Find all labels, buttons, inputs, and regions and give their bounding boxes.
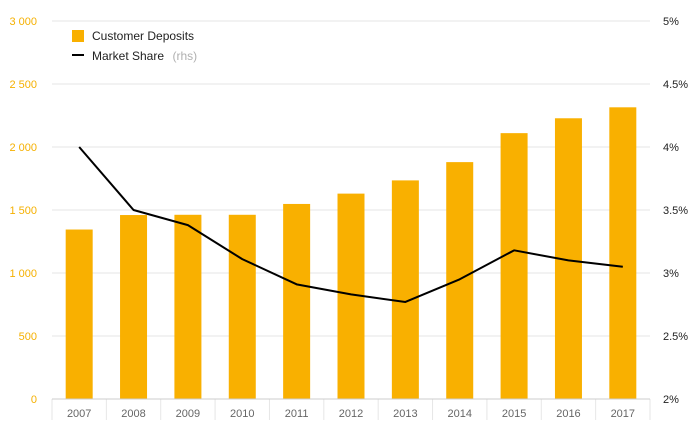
y-left-tick-label: 0 [31,394,37,406]
y-left-tick-label: 2 000 [9,142,37,154]
bar-customer-deposits [609,107,637,399]
x-tick-label: 2010 [230,408,254,420]
x-tick-label: 2008 [121,408,145,420]
bar-customer-deposits [65,229,93,399]
bar-customer-deposits [446,162,474,399]
x-tick-label: 2015 [502,408,526,420]
x-tick-label: 2007 [67,408,91,420]
x-tick-label: 2012 [339,408,363,420]
y-right-tick-label: 2.5% [663,331,688,343]
y-left-tick-label: 500 [19,331,37,343]
y-right-tick-label: 2% [663,394,679,406]
bar-customer-deposits [283,203,311,399]
legend-label-market-share: Market Share [92,49,164,63]
grid-layer [51,20,651,420]
y-left-tick-label: 1 500 [9,205,37,217]
y-right-tick-label: 4% [663,142,679,154]
y-right-tick-label: 5% [663,16,679,28]
bar-customer-deposits [228,214,256,399]
x-tick-label: 2016 [556,408,580,420]
x-tick-label: 2017 [611,408,635,420]
axis-layer: 0 500 1 000 1 500 2 000 2 500 3 000 2% 2.5% 3% 3.5… [9,16,688,420]
legend-label-market-share-suffix: (rhs) [172,49,197,63]
y-left-tick-label: 3 000 [9,16,37,28]
line-layer [78,146,623,303]
bar-customer-deposits [391,180,419,399]
bar-customer-deposits [120,215,148,399]
legend-label-market-share-group: Market Share (rhs) [92,47,197,64]
x-tick-label: 2011 [285,408,309,420]
legend-label-customer-deposits: Customer Deposits [92,29,194,43]
bar-customer-deposits [500,133,528,399]
legend: Customer Deposits Market Share (rhs) [72,29,197,64]
x-tick-label: 2014 [447,408,471,420]
x-tick-label: 2009 [176,408,200,420]
bar-layer [65,107,637,399]
y-right-tick-label: 3.5% [663,205,688,217]
y-left-tick-label: 2 500 [9,79,37,91]
y-right-tick-label: 3% [663,268,679,280]
legend-swatch-customer-deposits [72,30,84,42]
y-left-tick-label: 1 000 [9,268,37,280]
y-right-tick-label: 4.5% [663,79,688,91]
bar-customer-deposits [174,214,202,399]
x-tick-label: 2013 [393,408,417,420]
